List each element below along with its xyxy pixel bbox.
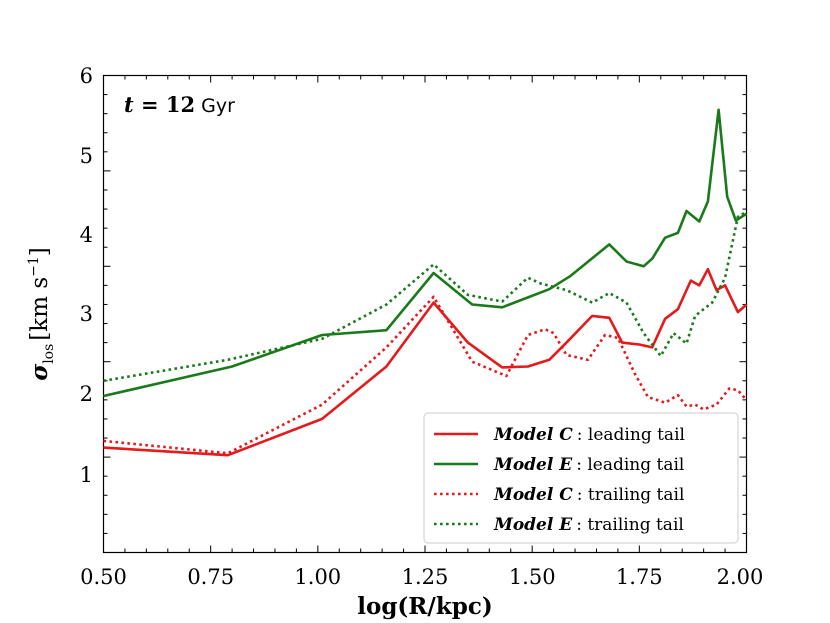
legend-desc: : leading tail xyxy=(577,425,685,445)
y-tick-label: 4 xyxy=(80,223,93,247)
series-line-model-c-trailing-tail xyxy=(103,295,748,455)
legend: Model C: leading tail Model E: leading t… xyxy=(423,412,739,544)
legend-model-name: Model E xyxy=(493,515,573,535)
x-tick-label: 0.50 xyxy=(80,565,127,589)
series-lines xyxy=(103,108,748,457)
series-line-model-c-leading-tail xyxy=(103,267,748,457)
y-tick-labels: 1 2 3 4 5 6 xyxy=(80,64,93,487)
series-line-model-e-leading-tail xyxy=(103,108,748,398)
x-tick-labels: 0.50 0.75 1.00 1.25 1.50 1.75 2.00 xyxy=(80,565,763,589)
legend-box xyxy=(423,412,739,544)
y-tick-label: 3 xyxy=(80,302,93,326)
x-tick-label: 1.00 xyxy=(294,565,341,589)
y-tick-label: 1 xyxy=(80,463,93,487)
x-tick-label: 1.50 xyxy=(509,565,556,589)
x-tick-label: 0.75 xyxy=(187,565,234,589)
x-axis-title: log(R/kpc) xyxy=(357,593,492,620)
y-axis-units: [km s xyxy=(27,277,53,341)
x-tick-label: 2.00 xyxy=(717,565,764,589)
legend-model-name: Model C xyxy=(493,425,573,445)
annotation-unit: Gyr xyxy=(201,95,235,117)
y-axis-close: ] xyxy=(27,247,53,256)
legend-entry-model-e-leading: Model E: leading tail xyxy=(493,455,684,475)
y-axis-title: σlos [km s−1] xyxy=(26,247,57,381)
y-tick-label: 2 xyxy=(80,382,93,406)
legend-desc: : trailing tail xyxy=(577,485,685,505)
annotation-var: t xyxy=(124,92,134,117)
axis-ticks xyxy=(103,75,747,553)
y-axis-subscript: los xyxy=(41,344,57,364)
legend-entry-model-c-trailing: Model C: trailing tail xyxy=(493,485,684,505)
series-line-model-e-trailing-tail xyxy=(103,210,748,383)
time-annotation: t = 12 Gyr xyxy=(124,92,235,117)
y-axis-sigma: σ xyxy=(26,364,53,381)
x-tick-label: 1.75 xyxy=(616,565,663,589)
legend-desc: : leading tail xyxy=(576,455,684,475)
y-tick-label: 6 xyxy=(80,64,93,88)
y-tick-label: 5 xyxy=(80,144,93,168)
annotation-eq: = xyxy=(134,92,166,117)
legend-model-name: Model C xyxy=(493,485,573,505)
x-tick-label: 1.25 xyxy=(402,565,449,589)
y-axis-exponent: −1 xyxy=(26,256,42,277)
legend-entry-model-c-leading: Model C: leading tail xyxy=(493,425,685,445)
legend-entry-model-e-trailing: Model E: trailing tail xyxy=(493,515,684,535)
legend-desc: : trailing tail xyxy=(576,515,684,535)
annotation-num: 12 xyxy=(166,92,195,117)
legend-model-name: Model E xyxy=(493,455,573,475)
